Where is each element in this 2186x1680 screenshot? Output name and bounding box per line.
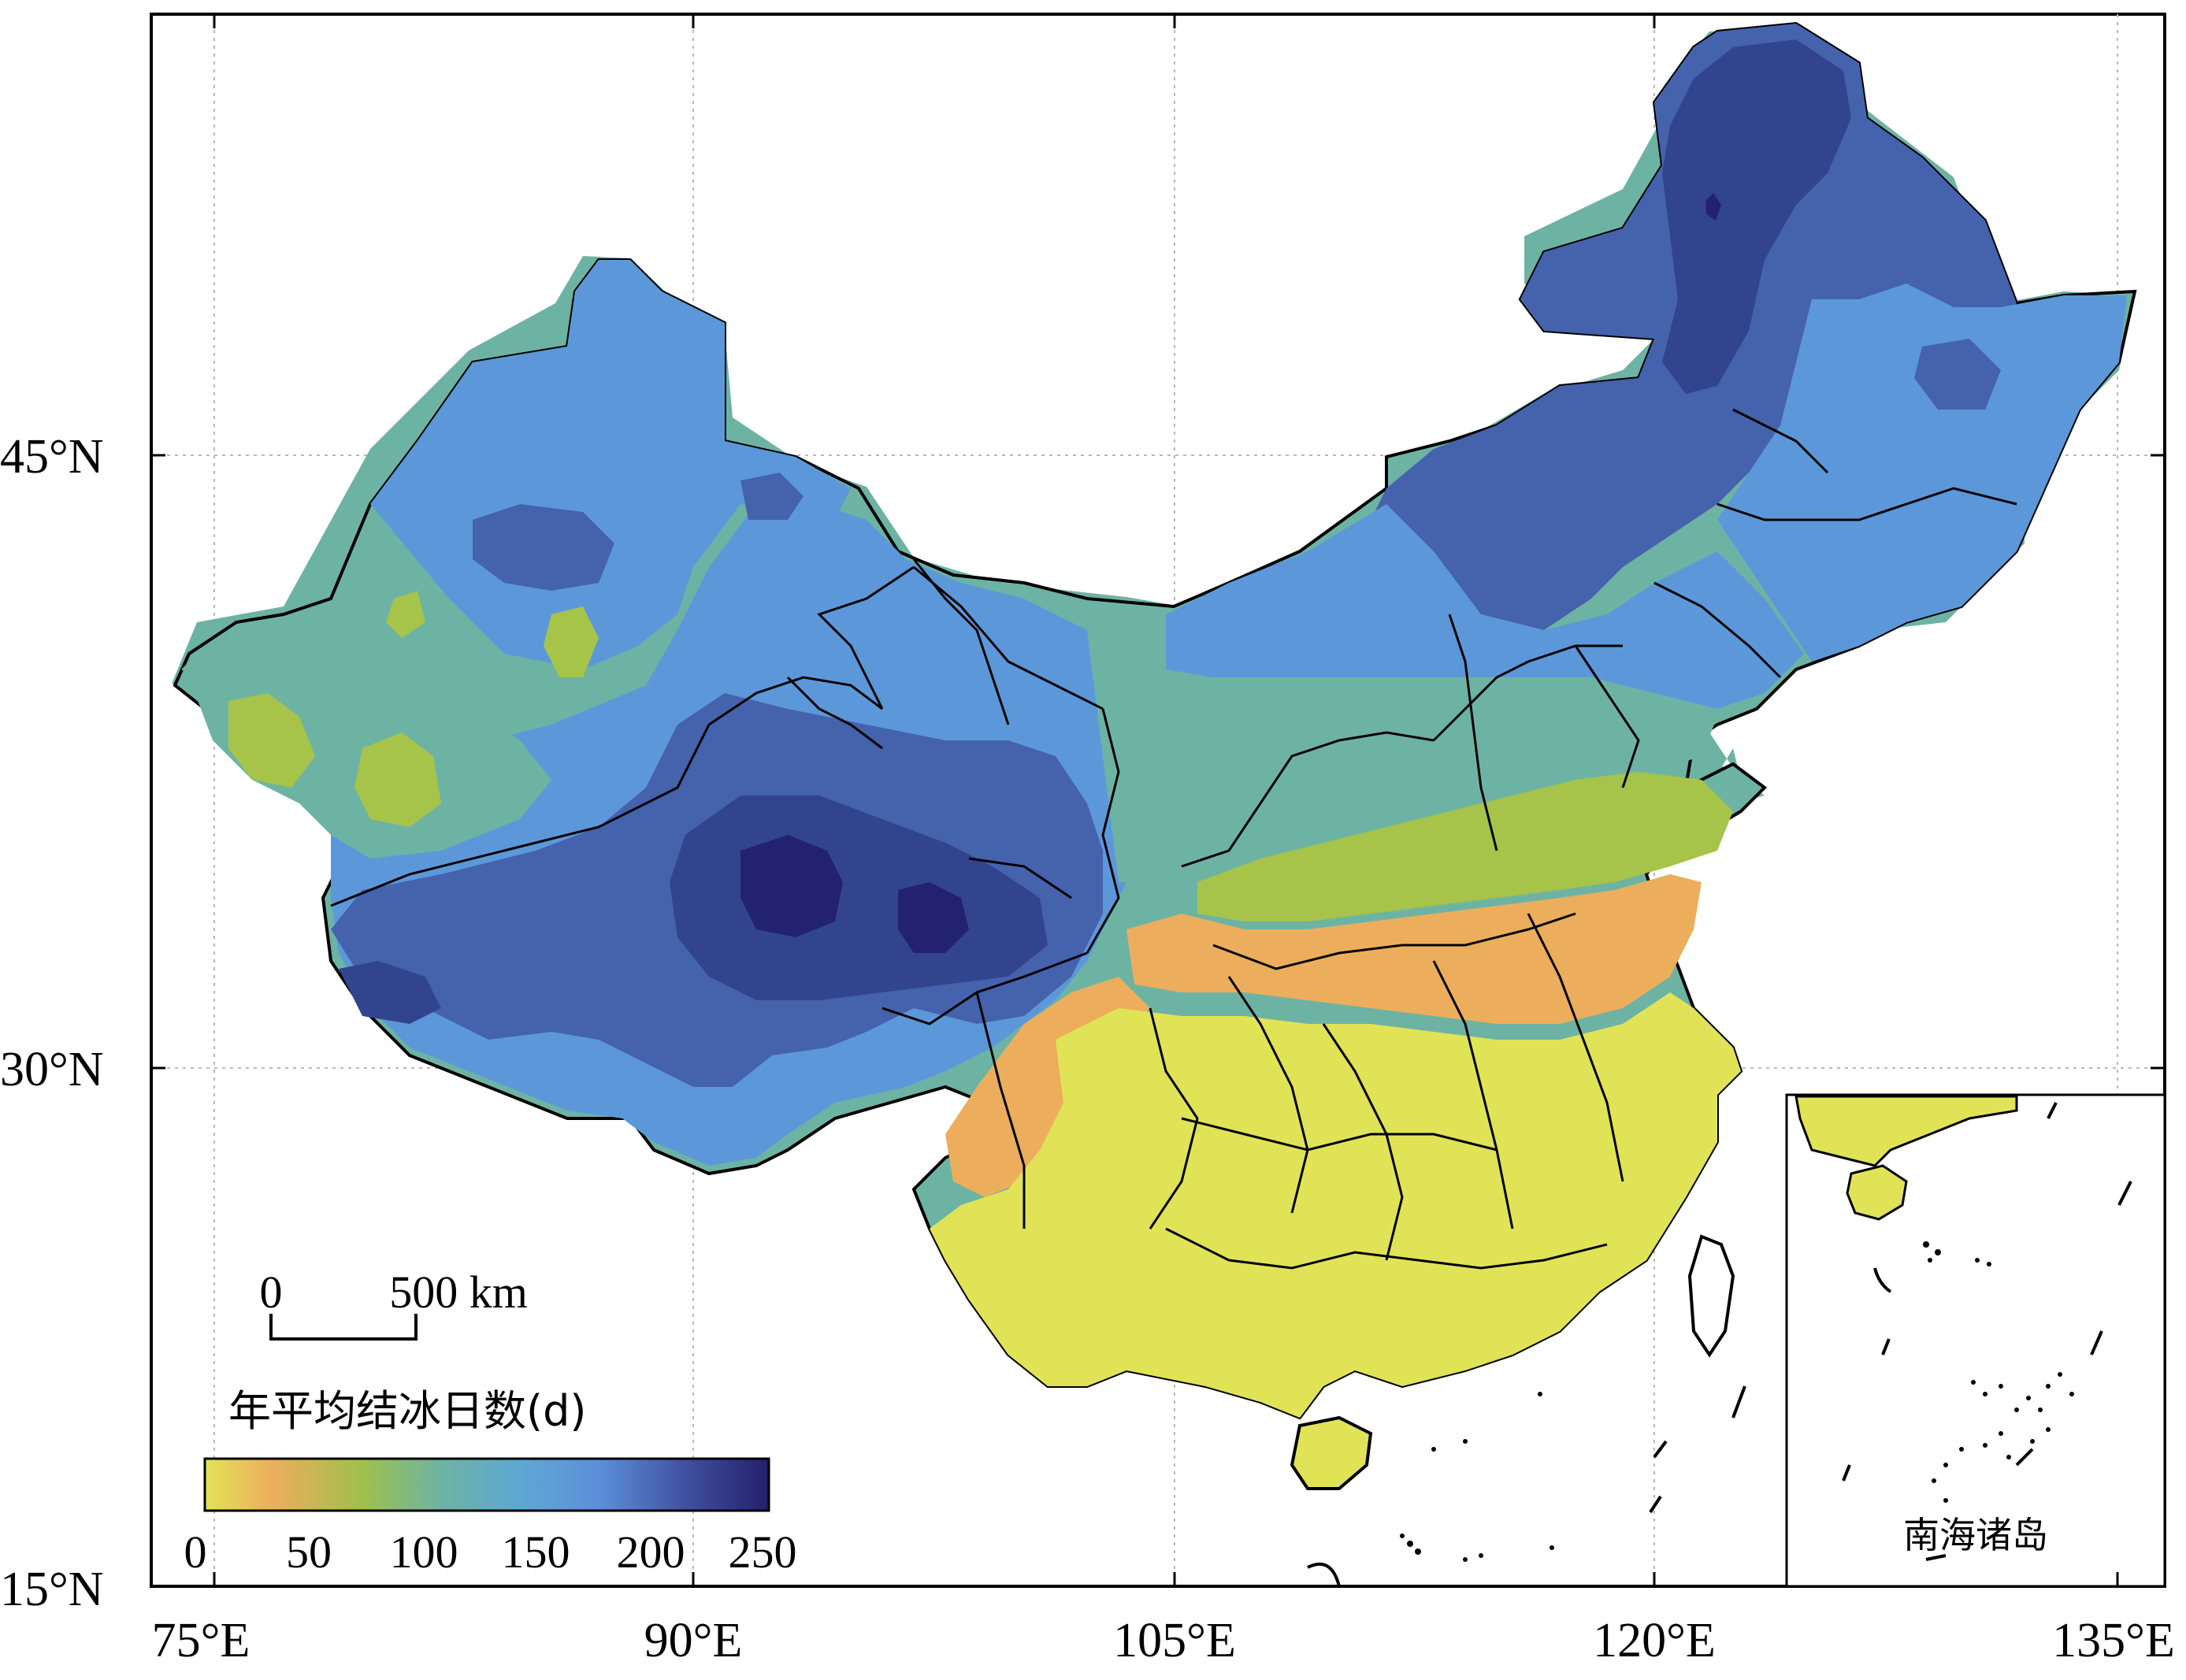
inset-frame — [1785, 1093, 2166, 1588]
region-50-75-nc — [1197, 772, 1733, 922]
region-50-75-xj5 — [354, 732, 441, 827]
legend-tick-200: 200 — [617, 1526, 685, 1578]
scale-bar-start: 0 — [260, 1266, 283, 1318]
legend-tick-50: 50 — [286, 1526, 332, 1578]
region-175-200-xj1 — [473, 504, 614, 591]
legend: 年平均结冰日数(d) 0 50 100 150 200 250 — [184, 1386, 797, 1578]
region-50-75-xj7 — [386, 591, 425, 638]
region-175-200-xj2 — [740, 473, 804, 520]
scs-island-dots — [1400, 1392, 1554, 1562]
legend-tick-150: 150 — [502, 1526, 570, 1578]
lat-label-30: 30°N — [0, 1043, 104, 1096]
legend-tick-0: 0 — [184, 1526, 207, 1578]
lon-label-75: 75°E — [152, 1614, 251, 1667]
region-200-225-ne — [1662, 39, 1851, 394]
legend-tick-100: 100 — [390, 1526, 458, 1578]
taiwan-island — [1687, 1234, 1735, 1358]
inset-coast — [1794, 1095, 2018, 1167]
axis-ticks — [151, 14, 2165, 1586]
region-125-175-ne-east — [1717, 284, 2127, 662]
region-75-125-west-rim — [181, 622, 362, 685]
region-225-250-ne — [1705, 193, 1721, 221]
region-0-25-south — [930, 992, 1741, 1418]
inset-south-china-sea: 南海诸岛 — [1785, 1093, 2166, 1588]
hainan-island — [1290, 1415, 1373, 1490]
region-200-225-sw — [339, 961, 441, 1024]
region-125-175-nm — [1166, 504, 1804, 709]
region-50-75-xj4 — [228, 693, 315, 788]
scale-bar-end: 500 km — [389, 1266, 528, 1318]
inset-label: 南海诸岛 — [1903, 1514, 2048, 1556]
region-50-75-xj6 — [544, 606, 599, 677]
legend-ticks: 0 50 100 150 200 250 — [184, 1526, 797, 1578]
lon-label-90: 90°E — [644, 1614, 743, 1667]
region-225-250-tibet — [740, 835, 843, 937]
legend-tick-250: 250 — [729, 1526, 797, 1578]
inset-island-dots — [1923, 1241, 2074, 1503]
lat-label-15: 15°N — [0, 1563, 104, 1616]
region-75-125-nc — [1087, 630, 1717, 882]
legend-title: 年平均结冰日数(d) — [228, 1386, 586, 1436]
lon-label-135: 135°E — [2052, 1614, 2175, 1667]
inset-nine-dash-line — [1842, 1102, 2132, 1561]
province-boundaries — [330, 408, 2017, 1270]
lon-label-105: 105°E — [1113, 1614, 1236, 1667]
scale-bar: 0 500 km — [260, 1266, 528, 1341]
lon-label-120: 120°E — [1593, 1614, 1716, 1667]
region-225-250-tibet-east — [898, 882, 969, 953]
region-25-50-central — [1126, 874, 1702, 1024]
legend-colorbar — [203, 1457, 770, 1512]
lat-label-45: 45°N — [0, 430, 104, 484]
china-map — [172, 21, 2137, 1586]
inset-hainan — [1846, 1164, 1908, 1221]
region-175-200-ne-patch — [1914, 339, 2001, 410]
scs-islands-main — [1307, 1385, 1746, 1586]
